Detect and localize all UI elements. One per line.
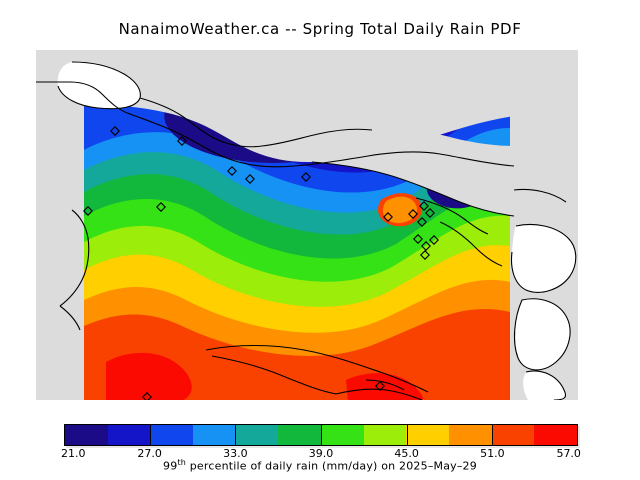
station-marker[interactable]	[383, 212, 393, 222]
station-marker[interactable]	[177, 136, 187, 146]
station-marker-group[interactable]	[83, 126, 439, 400]
colorbar-label-0: 21.0	[61, 447, 86, 460]
colorbar-label-6: 57.0	[556, 447, 581, 460]
colorbar-label-4: 45.0	[394, 447, 419, 460]
station-marker[interactable]	[156, 202, 166, 212]
station-marker[interactable]	[425, 208, 435, 218]
station-marker[interactable]	[83, 206, 93, 216]
colorbar-band-9	[449, 425, 492, 445]
colorbar-band-3	[193, 425, 236, 445]
station-marker[interactable]	[301, 172, 311, 182]
weather-contour-map	[36, 50, 578, 400]
colorbar-label-5: 51.0	[480, 447, 505, 460]
station-marker[interactable]	[408, 209, 418, 219]
colorbar-caption: 99th percentile of daily rain (mm/day) o…	[0, 458, 640, 473]
caption-percentile-number: 99	[163, 459, 178, 473]
station-marker[interactable]	[417, 217, 427, 227]
station-marker[interactable]	[375, 381, 385, 391]
colorbar-band-4	[235, 425, 279, 445]
page-title: NanaimoWeather.ca -- Spring Total Daily …	[118, 20, 522, 38]
colorbar-band-1	[107, 425, 151, 445]
colorbar-label-2: 33.0	[223, 447, 248, 460]
map-panel[interactable]	[36, 50, 578, 400]
colorbar[interactable]: 21.0 27.0 33.0 39.0 45.0 51.0 57.0	[61, 424, 581, 460]
station-marker[interactable]	[227, 166, 237, 176]
colorbar-band-5	[278, 425, 322, 445]
caption-ordinal-suffix: th	[177, 458, 187, 467]
caption-rest: percentile of daily rain (mm/day) on 202…	[186, 459, 477, 473]
colorbar-band-8	[406, 425, 450, 445]
inland-water-group	[57, 62, 576, 400]
colorbar-tick-labels: 21.0 27.0 33.0 39.0 45.0 51.0 57.0	[61, 447, 581, 461]
station-marker[interactable]	[110, 126, 120, 136]
colorbar-label-1: 27.0	[137, 447, 162, 460]
colorbar-gradient[interactable]	[64, 424, 578, 446]
station-marker[interactable]	[420, 250, 430, 260]
colorbar-label-3: 39.0	[308, 447, 334, 460]
colorbar-band-10	[491, 425, 535, 445]
colorbar-band-6	[321, 425, 364, 445]
colorbar-band-2	[150, 425, 194, 445]
station-marker[interactable]	[142, 392, 152, 400]
colorbar-band-11	[534, 425, 578, 445]
station-marker[interactable]	[421, 241, 431, 251]
station-marker[interactable]	[413, 234, 423, 244]
colorbar-band-7	[363, 425, 407, 445]
colorbar-band-0	[65, 425, 108, 445]
station-marker[interactable]	[429, 235, 439, 245]
station-marker[interactable]	[419, 201, 429, 211]
coastline-group	[36, 61, 577, 400]
station-marker[interactable]	[245, 174, 255, 184]
